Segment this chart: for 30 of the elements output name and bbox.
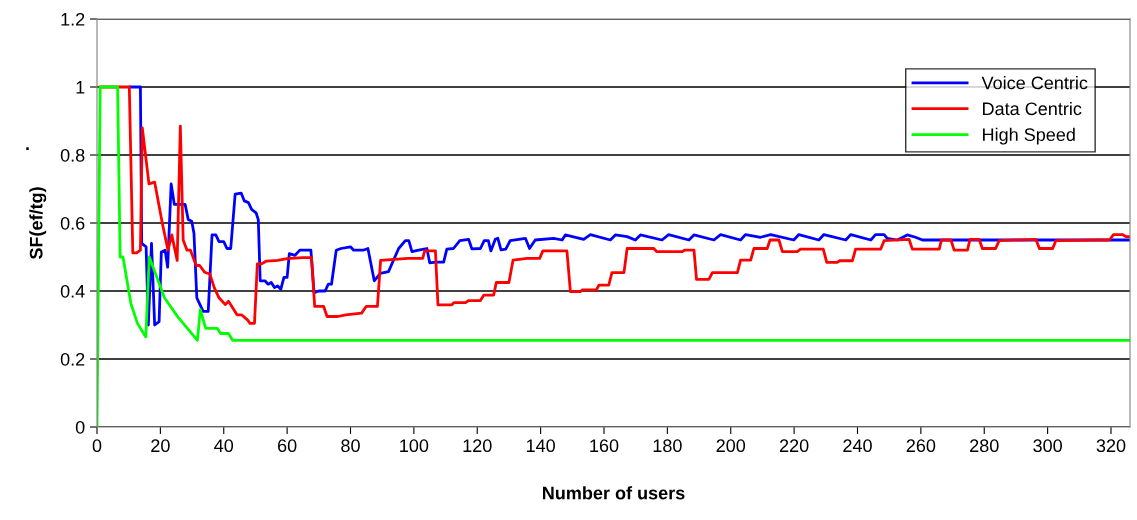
x-axis-title: Number of users [542,486,685,500]
x-tick-label: 260 [906,439,936,453]
x-tick-label: 200 [716,439,746,453]
x-tick-label: 120 [463,439,492,453]
x-tick-label: 20 [151,439,170,453]
y-tick-label: 1 [76,81,85,94]
x-tick-label: 280 [970,439,999,453]
legend-label: High Speed [983,127,1075,145]
legend-label: Voice Centric [981,76,1088,90]
y-tick-label: 0.8 [60,148,85,162]
x-tick-label: 240 [843,439,872,453]
legend-label: Data Centric [983,101,1082,116]
x-tick-label: 140 [526,439,555,453]
x-tick-label: 0 [92,439,102,453]
x-tick-label: 40 [214,439,234,453]
y-tick-label: 0.2 [60,352,85,366]
x-tick-label: 60 [278,439,297,453]
x-tick-label: 80 [341,439,360,453]
x-tick-label: 220 [779,439,809,453]
y-tick-label: 0.4 [60,284,85,298]
y-tick-label: 0 [75,420,85,434]
x-tick-label: 180 [653,439,682,453]
text: . [26,147,29,150]
x-tick-label: 320 [1096,439,1126,453]
y-tick-label: 1.2 [61,12,85,26]
x-tick-label: 300 [1033,439,1062,453]
y-tick-label: 0.6 [60,216,85,230]
x-tick-label: 100 [400,439,429,453]
y-axis-title: SF(ef/tg) [29,187,47,260]
x-tick-label: 160 [590,439,619,453]
